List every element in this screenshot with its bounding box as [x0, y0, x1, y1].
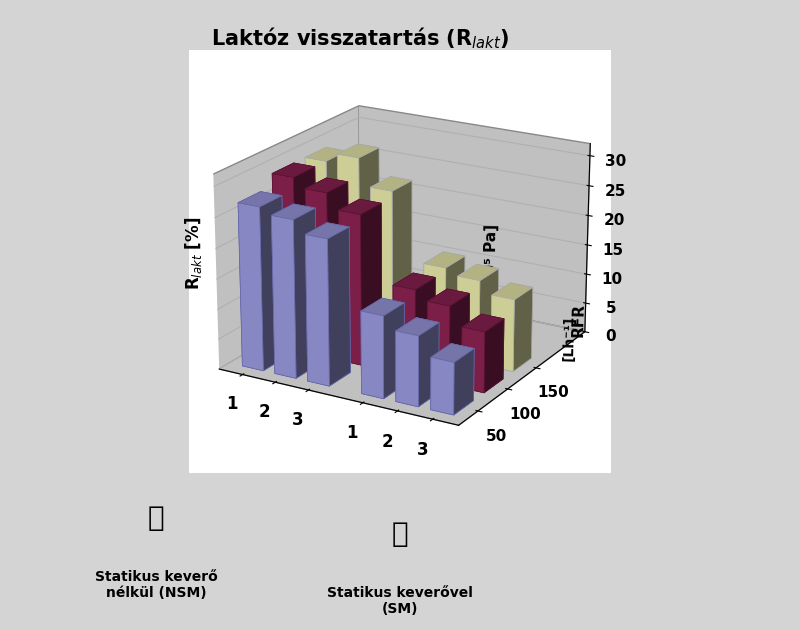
Text: Statikus keverő
nélkül (NSM): Statikus keverő nélkül (NSM): [94, 570, 218, 600]
Text: R$_{lakt}$ [%]: R$_{lakt}$ [%]: [182, 216, 204, 290]
Text: Laktóz visszatartás (R$_{lakt}$): Laktóz visszatartás (R$_{lakt}$): [211, 25, 509, 51]
Text: ⏟: ⏟: [392, 520, 408, 548]
Text: Statikus keverővel
(SM): Statikus keverővel (SM): [327, 586, 473, 616]
Text: ⏟: ⏟: [148, 505, 164, 532]
